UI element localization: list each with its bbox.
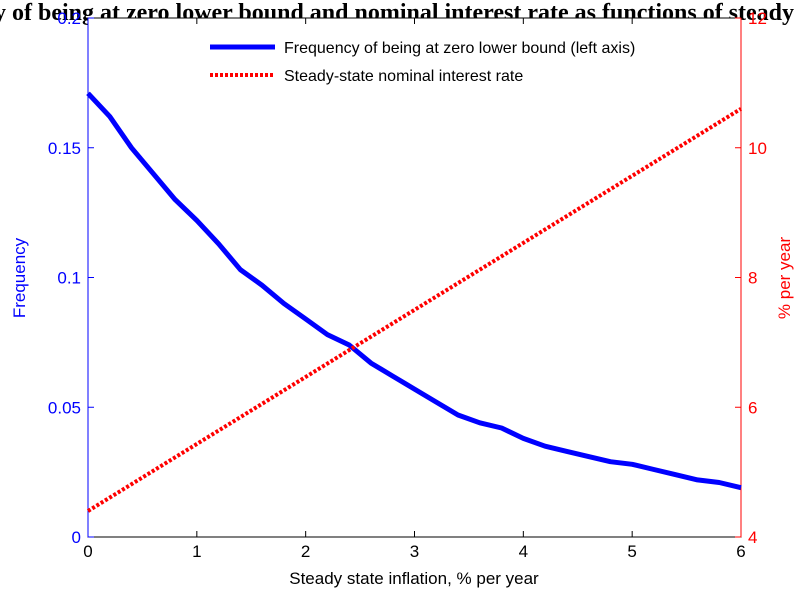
x-axis: 0 1 2 3 4 5 6 [83,18,746,561]
x-tick-label: 2 [301,542,310,561]
left-y-tick-label: 0.05 [48,398,81,417]
right-y-tick-label: 6 [748,398,757,417]
left-y-tick-label: 0.15 [48,139,81,158]
series-interest-rate-line [86,107,743,513]
series-layer [86,91,743,513]
x-tick-label: 0 [83,542,92,561]
left-y-axis: 0 0.05 0.1 0.15 0.2 [48,9,94,547]
left-y-tick-label: 0.2 [57,9,81,28]
x-tick-label: 1 [192,542,201,561]
right-y-axis-label: % per year [775,237,794,320]
right-y-tick-label: 10 [748,139,767,158]
plot-area [87,17,742,538]
x-tick-label: 5 [627,542,636,561]
right-y-tick-label: 8 [748,269,757,288]
left-y-tick-label: 0 [72,528,81,547]
left-y-tick-label: 0.1 [57,269,81,288]
x-tick-label: 6 [736,542,745,561]
right-y-axis: 4 6 8 10 12 [735,9,767,547]
legend-label-frequency: Frequency of being at zero lower bound (… [284,40,635,57]
x-tick-label: 4 [519,542,528,561]
left-y-axis-label: Frequency [10,237,29,318]
right-y-tick-label: 12 [748,9,767,28]
right-y-tick-label: 4 [748,528,757,547]
series-frequency-line [86,91,742,491]
legend-label-interest-rate: Steady-state nominal interest rate [284,68,523,85]
legend: Frequency of being at zero lower bound (… [210,40,635,85]
x-axis-label: Steady state inflation, % per year [289,569,539,588]
x-tick-label: 3 [410,542,419,561]
